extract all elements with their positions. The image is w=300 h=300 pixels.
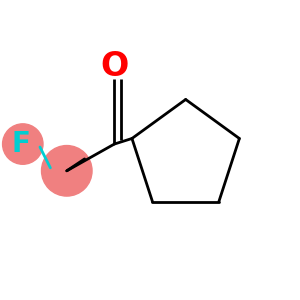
Circle shape [41,146,92,196]
Text: F: F [11,130,30,158]
Text: O: O [100,50,128,83]
Circle shape [3,124,43,164]
